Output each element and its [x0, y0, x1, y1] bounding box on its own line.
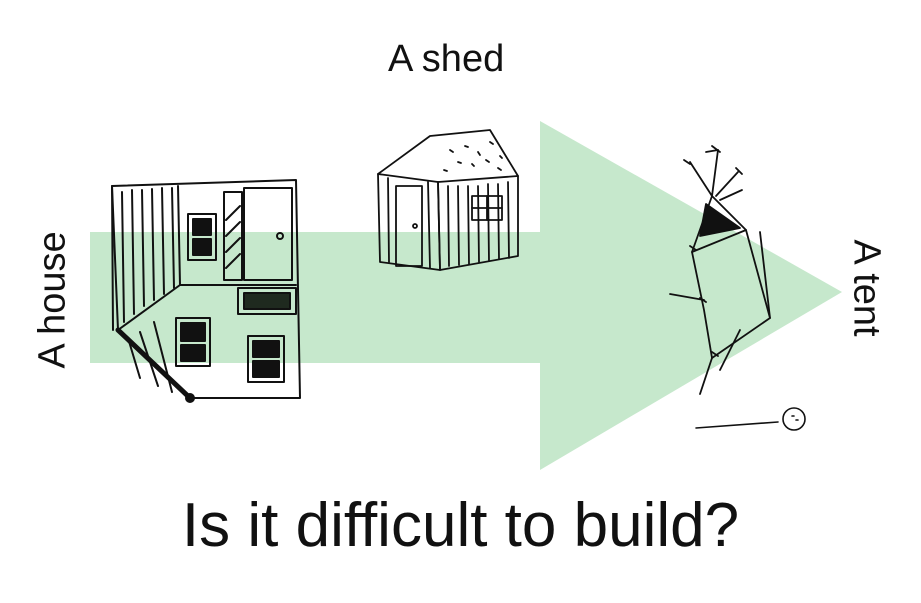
arrow-head	[540, 121, 842, 470]
arrow-shaft	[90, 232, 542, 363]
house-drawing-icon	[111, 179, 301, 403]
difficulty-arrow	[90, 121, 842, 470]
house-label: A house	[31, 231, 74, 369]
stick-figure-icon	[695, 407, 806, 431]
tent-label: A tent	[845, 239, 888, 337]
shed-label: A shed	[388, 38, 505, 80]
shed-drawing-icon	[377, 129, 519, 271]
tent-drawing-icon	[669, 145, 771, 395]
question-heading: Is it difficult to build?	[181, 491, 740, 560]
